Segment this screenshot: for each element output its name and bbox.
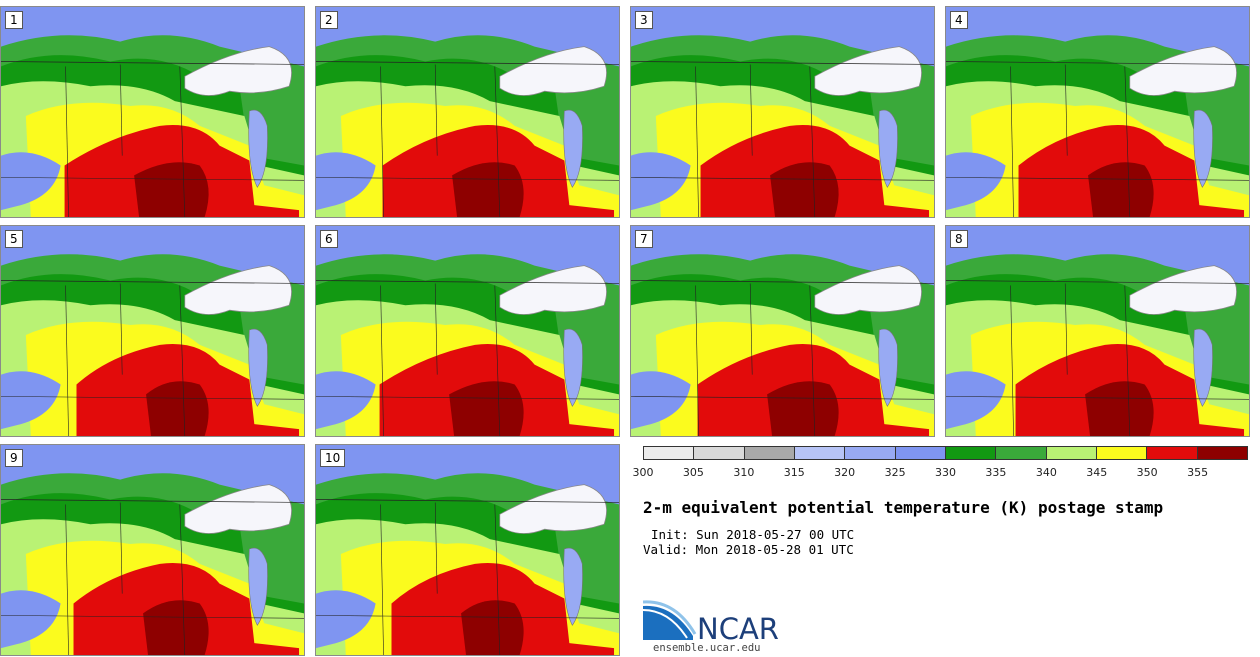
- map-panel: 8: [945, 225, 1250, 437]
- colorbar-swatch: [1096, 447, 1148, 459]
- thetae-field-map: [946, 226, 1249, 436]
- colorbar-tick-label: 340: [1035, 466, 1057, 479]
- colorbar-tick-label: 335: [985, 466, 1007, 479]
- panel-number: 1: [5, 11, 23, 29]
- colorbar-swatch: [794, 447, 846, 459]
- map-panel: 10: [315, 444, 620, 656]
- thetae-field-map: [316, 7, 619, 217]
- map-panel: 2: [315, 6, 620, 218]
- colorbar-tick-label: 320: [834, 466, 856, 479]
- ncar-logo-text: NCAR: [697, 612, 779, 646]
- colorbar-tick-label: 310: [733, 466, 755, 479]
- panel-number: 3: [635, 11, 653, 29]
- thetae-field-map: [1, 7, 304, 217]
- colorbar-swatch: [644, 447, 695, 459]
- colorbar-swatch: [1046, 447, 1097, 459]
- colorbar-tick-label: 305: [682, 466, 704, 479]
- thetae-field-map: [316, 226, 619, 436]
- panel-number: 5: [5, 230, 23, 248]
- colorbar-swatch: [1147, 447, 1198, 459]
- map-panel: 4: [945, 6, 1250, 218]
- colorbar-tick-label: 330: [935, 466, 956, 479]
- thetae-field-map: [631, 7, 934, 217]
- colorbar-tick-label: 300: [632, 466, 654, 479]
- panel-number: 6: [320, 230, 338, 248]
- colorbar-swatch: [694, 447, 745, 459]
- panel-number: 9: [5, 449, 23, 467]
- colorbar-tick-label: 325: [884, 466, 906, 479]
- map-panel: 9: [0, 444, 305, 656]
- panel-number: 7: [635, 230, 653, 248]
- thetae-field-map: [1, 226, 304, 436]
- panel-number: 10: [320, 449, 346, 467]
- map-panel: 1: [0, 6, 305, 218]
- colorbar-swatch: [1197, 447, 1247, 459]
- website-label: ensemble.ucar.edu: [653, 642, 761, 654]
- colorbar-tick-label: 345: [1086, 466, 1108, 479]
- map-panel: 6: [315, 225, 620, 437]
- valid-time: Valid: Mon 2018-05-28 01 UTC: [643, 542, 854, 557]
- panel-number: 2: [320, 11, 338, 29]
- thetae-field-map: [946, 7, 1249, 217]
- thetae-field-map: [631, 226, 934, 436]
- colorbar-tick-label: 315: [783, 466, 805, 479]
- colorbar-swatch: [945, 447, 997, 459]
- map-panel: 7: [630, 225, 935, 437]
- figure-title: 2-m equivalent potential temperature (K)…: [643, 498, 1164, 517]
- colorbar-tick-label: 350: [1136, 466, 1158, 479]
- colorbar-swatch: [845, 447, 896, 459]
- colorbar-tick-label: 355: [1187, 466, 1209, 479]
- thetae-field-map: [316, 445, 619, 655]
- colorbar-swatch: [895, 447, 946, 459]
- colorbar-swatch: [996, 447, 1047, 459]
- panel-number: 8: [950, 230, 968, 248]
- map-panel: 3: [630, 6, 935, 218]
- colorbar-swatch: [744, 447, 795, 459]
- thetae-field-map: [1, 445, 304, 655]
- colorbar-tick-labels: 300 305 310 315 320 325 330 335 340 345 350 355: [633, 466, 1248, 480]
- ncar-logo-icon: [643, 600, 697, 640]
- init-time: Init: Sun 2018-05-27 00 UTC: [651, 527, 855, 542]
- panel-number: 4: [950, 11, 968, 29]
- colorbar: [643, 446, 1248, 460]
- map-panel: 5: [0, 225, 305, 437]
